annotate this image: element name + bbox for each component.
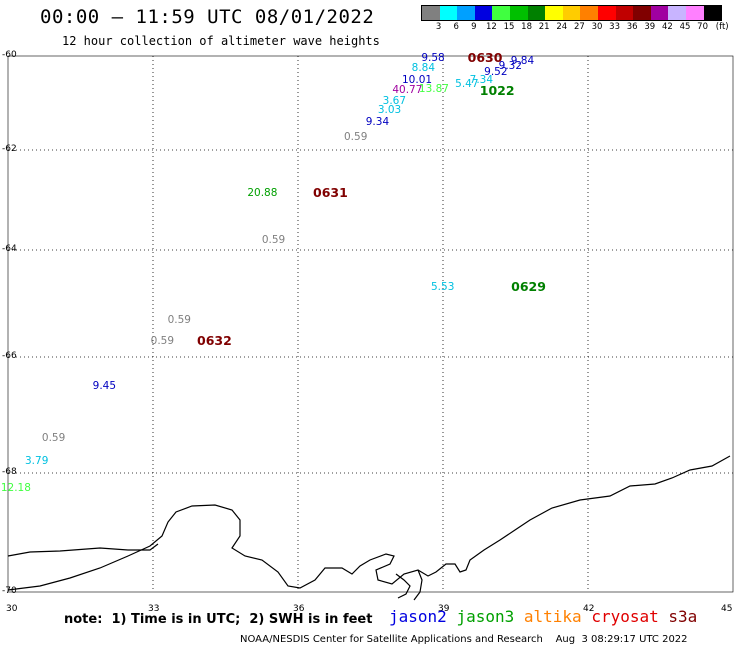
- wave-height-value: 12.18: [0, 481, 31, 494]
- satellite-s3a: s3a: [668, 607, 698, 626]
- legend-swatch: [633, 6, 651, 20]
- note-text: note: 1) Time is in UTC; 2) SWH is in fe…: [64, 612, 373, 627]
- wave-height-value: 10.01: [402, 73, 433, 86]
- legend-swatch-label: 45: [679, 22, 691, 32]
- legend-swatch: [527, 6, 546, 20]
- legend-swatch: [703, 6, 722, 20]
- pass-time-label: 0631: [313, 184, 348, 200]
- wave-height-value: 20.88: [247, 186, 278, 199]
- coastline-inlet: [395, 573, 411, 599]
- legend-swatch-label: 15: [503, 22, 515, 32]
- pass-time-label: 0632: [197, 332, 232, 348]
- wave-height-value: 0.59: [41, 432, 66, 445]
- satellite-jason2: jason2: [389, 607, 457, 626]
- wave-height-legend: 3 6 9 12 15 18 21 24 27 30 33 36 39 42 45 70 (ft): [421, 5, 729, 33]
- coastline: [7, 455, 731, 601]
- lat-tick-label: -68: [2, 467, 17, 477]
- wave-height-value: 5.47: [455, 78, 479, 91]
- wave-height-value: 9.32: [498, 60, 523, 73]
- wave-height-value: 9.58: [421, 52, 445, 65]
- lat-tick-label: -70: [2, 586, 17, 596]
- graticule: [7, 55, 734, 593]
- lat-tick-label: -60: [2, 50, 17, 60]
- legend-swatch-label: 21: [538, 22, 550, 32]
- wave-height-value: 0.59: [261, 234, 286, 246]
- legend-unit: (ft): [715, 22, 729, 32]
- lon-tick-label: 39: [438, 604, 450, 614]
- legend-swatch: [668, 6, 686, 20]
- legend-swatch: [562, 6, 581, 20]
- legend-swatch-label: 70: [697, 22, 709, 32]
- map-title: 00:00 – 11:59 UTC 08/01/2022: [40, 6, 375, 28]
- satellite-cryosat: cryosat: [591, 607, 669, 626]
- wave-height-value: 7.34: [469, 73, 494, 86]
- legend-swatch: [474, 6, 493, 20]
- pass-time-label: 0629: [511, 279, 546, 295]
- satellite-legend: jason2 jason3 altika cryosat s3a: [389, 607, 697, 626]
- wave-height-value: 8.84: [411, 61, 436, 74]
- wave-height-value: 40.77: [392, 83, 423, 96]
- legend-swatch: [422, 6, 440, 20]
- legend-swatch-label: 33: [609, 22, 621, 32]
- legend-swatch: [439, 6, 458, 20]
- legend-swatch-label: 36: [626, 22, 638, 32]
- wave-height-value: 5.53: [431, 281, 455, 294]
- wave-height-value: 3.67: [382, 94, 407, 107]
- lon-tick-label: 45: [721, 604, 733, 614]
- wave-height-value: 3.79: [25, 455, 49, 468]
- wave-height-value: 9.34: [365, 115, 390, 128]
- legend-swatch: [685, 6, 704, 20]
- map-subtitle: 12 hour collection of altimeter wave hei…: [62, 34, 380, 48]
- legend-swatch: [457, 6, 475, 20]
- wave-height-value: 0.59: [150, 334, 175, 347]
- wave-height-value: 0.59: [167, 313, 191, 326]
- lat-tick-label: -62: [2, 144, 17, 154]
- legend-swatch-label: 3: [435, 22, 442, 32]
- map-frame: [7, 55, 734, 593]
- legend-swatch-label: 30: [591, 22, 603, 32]
- lon-tick-label: 42: [583, 604, 595, 614]
- legend-swatch: [597, 6, 616, 20]
- legend-color-scale: [421, 5, 723, 21]
- footer-credit: NOAA/NESDIS Center for Satellite Applica…: [240, 634, 688, 645]
- legend-swatch-label: 39: [644, 22, 656, 32]
- wave-height-value: 9.84: [510, 54, 535, 67]
- coastline-west: [7, 543, 159, 557]
- legend-swatch-label: 27: [573, 22, 585, 32]
- legend-swatch: [650, 6, 669, 20]
- legend-swatch-label: 9: [471, 22, 477, 32]
- coastline-main: [7, 455, 731, 591]
- lat-tick-label: -64: [2, 244, 17, 254]
- legend-swatch-label: 6: [453, 22, 459, 32]
- lat-tick-label: -66: [2, 351, 17, 361]
- legend-swatch-label: 42: [661, 22, 673, 32]
- wave-height-value: 0.59: [344, 130, 368, 143]
- legend-swatch: [545, 6, 563, 20]
- wave-height-value: 13.87: [418, 82, 449, 95]
- coastline-bay: [413, 569, 423, 601]
- legend-swatch: [492, 6, 510, 20]
- pass-time-label: 1022: [479, 83, 515, 99]
- satellite-jason3: jason3: [456, 607, 524, 626]
- legend-swatch-label: 12: [485, 22, 497, 32]
- wave-height-value: 3.03: [377, 104, 402, 117]
- pass-time-label: 0630: [467, 50, 503, 66]
- legend-swatch-label: 24: [556, 22, 568, 32]
- legend-swatch-label: 18: [521, 22, 533, 32]
- wave-height-value: 9.52: [484, 66, 508, 79]
- legend-swatch: [615, 6, 634, 20]
- lon-tick-label: 36: [293, 604, 305, 614]
- lon-tick-label: 30: [6, 604, 18, 614]
- lon-tick-label: 33: [148, 604, 160, 614]
- wave-height-value: 9.45: [92, 380, 117, 392]
- legend-swatch: [580, 6, 598, 20]
- legend-labels: 3 6 9 12 15 18 21 24 27 30 33 36 39 42 45 70 (ft): [421, 21, 729, 33]
- legend-swatch: [509, 6, 528, 20]
- satellite-altika: altika: [523, 607, 592, 626]
